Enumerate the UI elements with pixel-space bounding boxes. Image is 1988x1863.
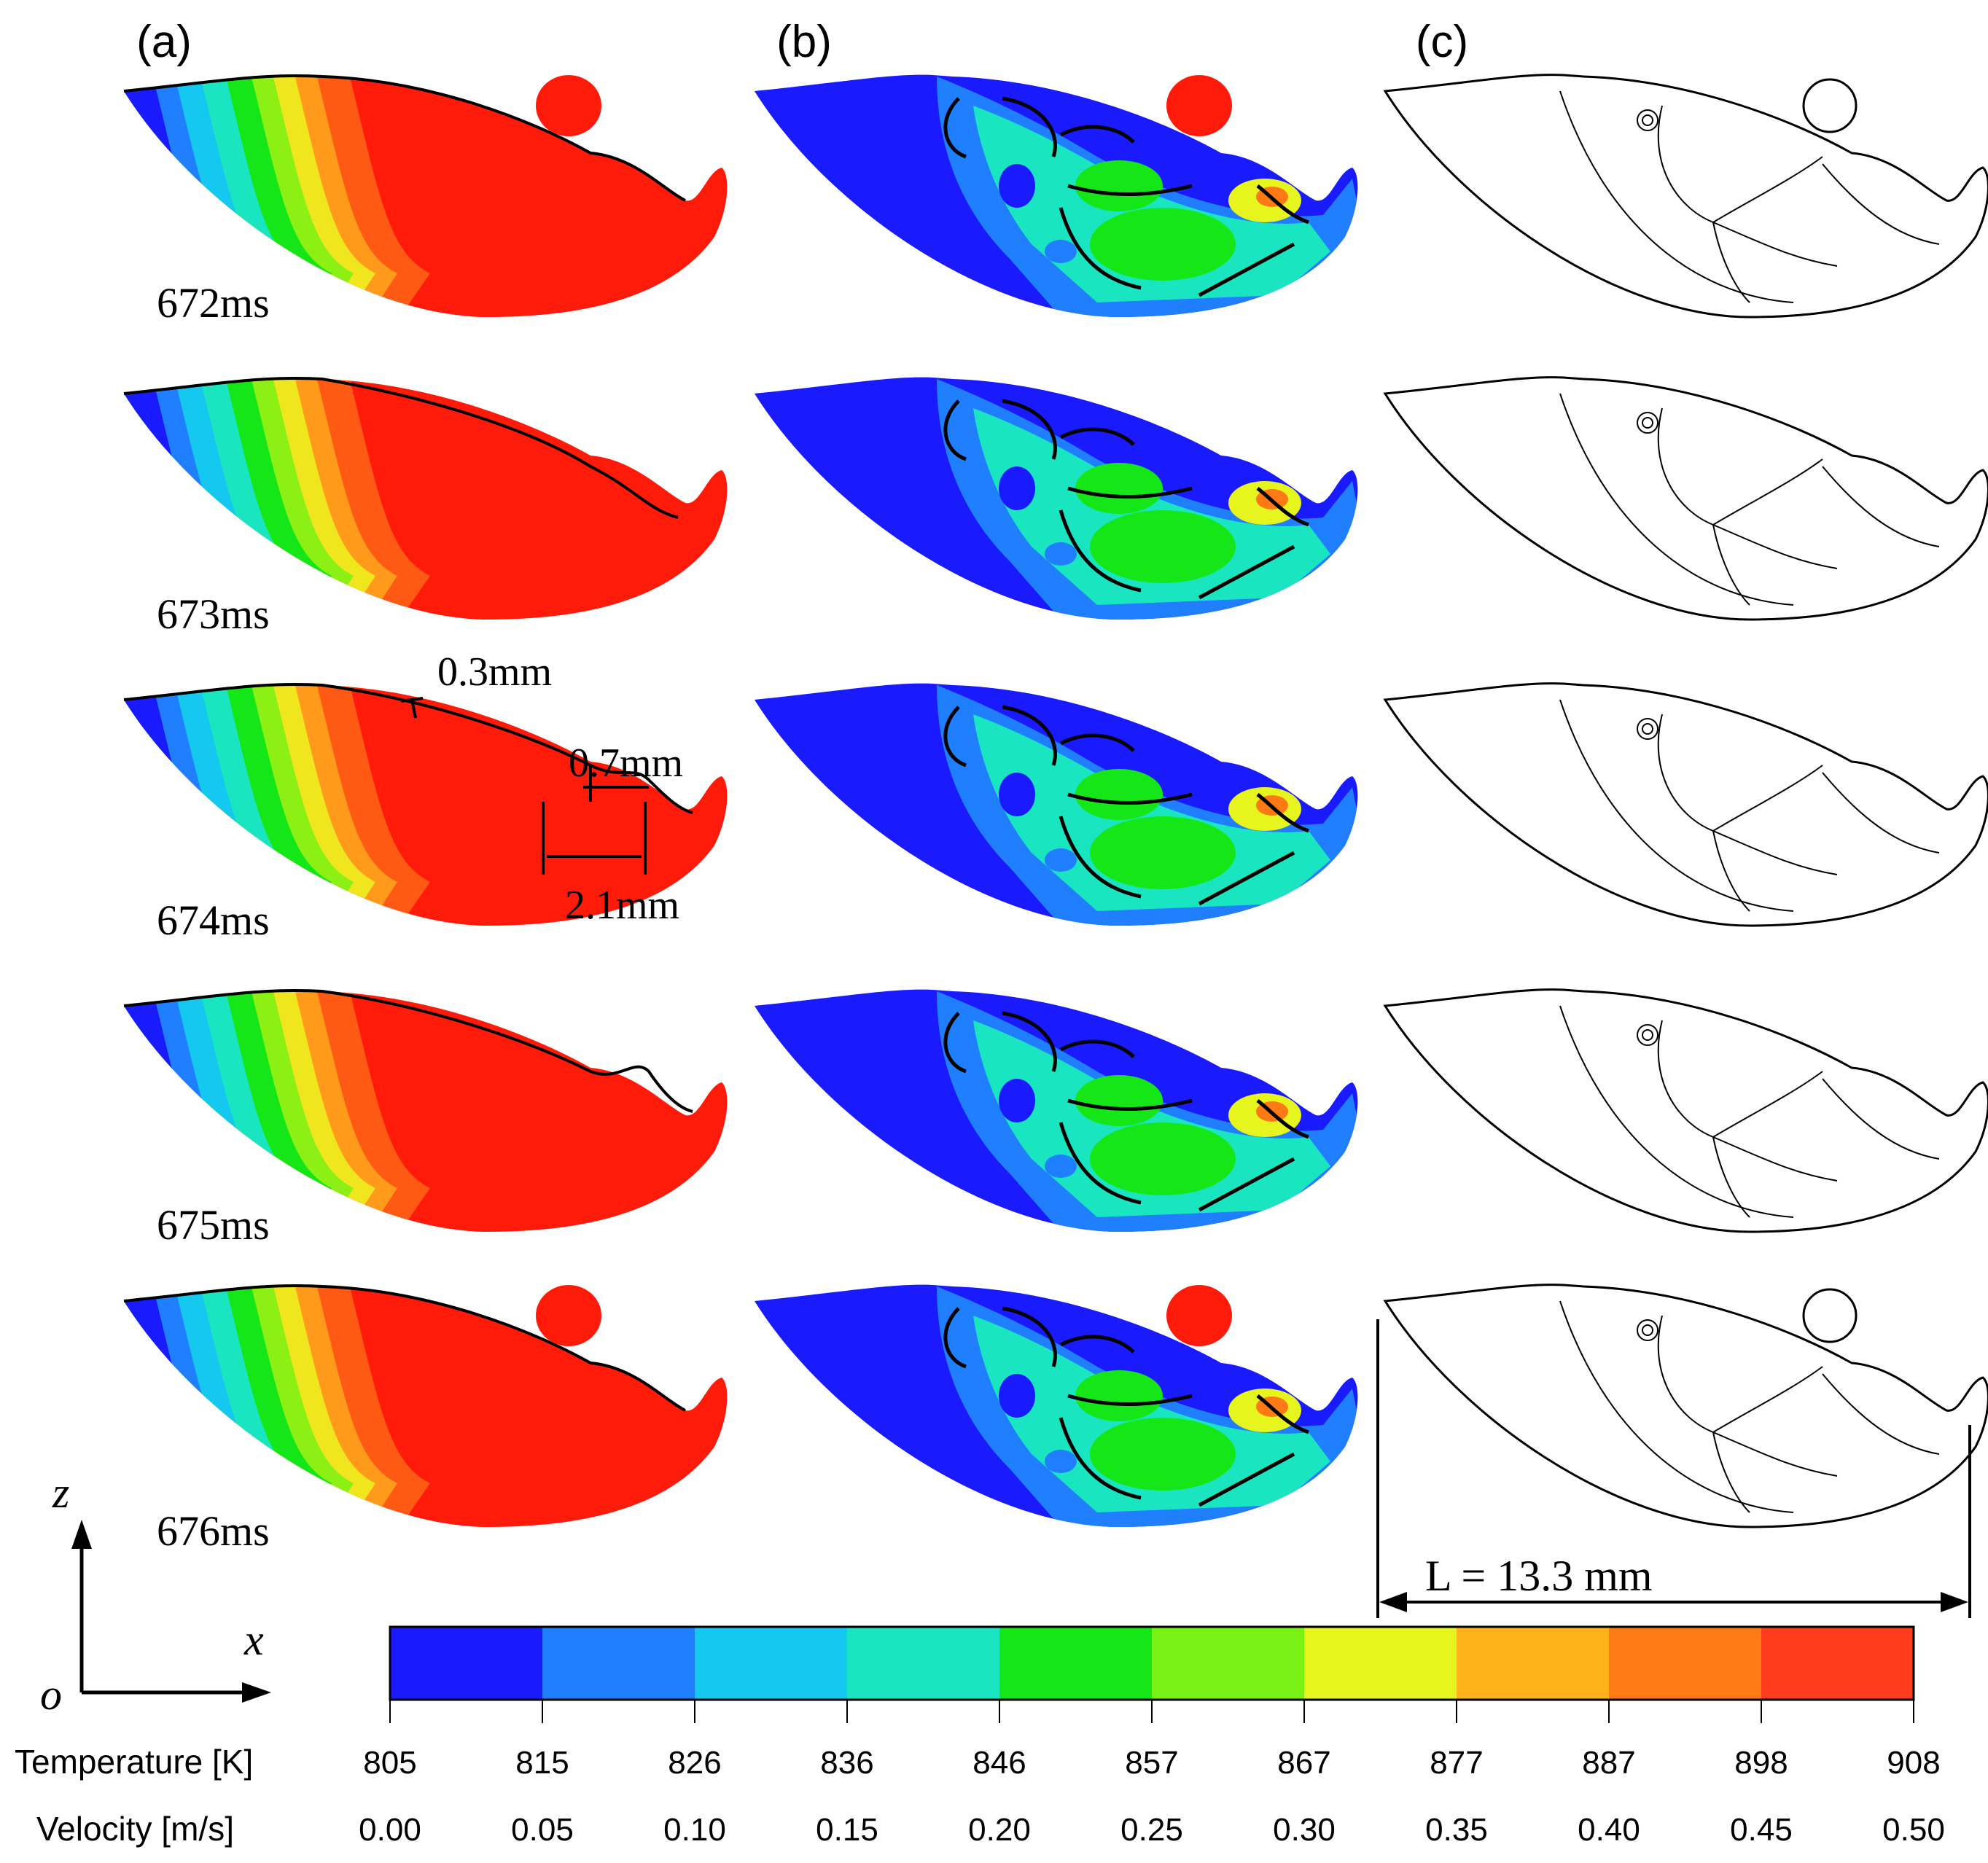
- panel-label-b: (b): [776, 17, 832, 67]
- x-axis-label: x: [243, 1616, 264, 1664]
- surface-profile-a5: [123, 1284, 686, 1412]
- row-672ms: [123, 74, 1988, 319]
- colorbar-segment: [390, 1627, 543, 1700]
- surface-profile-a2: [123, 376, 679, 519]
- length-label: L = 13.3 mm: [1425, 1552, 1653, 1600]
- vector-pool-c3: [1384, 682, 1988, 927]
- row-675ms: [123, 988, 1988, 1233]
- colorbar-segment: [542, 1627, 695, 1700]
- velocity-tick-label: 0.45: [1730, 1812, 1793, 1848]
- droplet-c1: [1802, 78, 1858, 133]
- velocity-pool-b1: [755, 74, 1358, 317]
- origin-label: o: [40, 1671, 62, 1719]
- temperature-tick-label: 805: [363, 1745, 416, 1781]
- velocity-tick-label: 0.10: [663, 1812, 726, 1848]
- temperature-ticks: 805 815 826 836 846 857 867 877 887 898 908: [363, 1700, 1941, 1781]
- length-dimension: [1376, 1319, 1971, 1618]
- droplet-c5: [1802, 1288, 1858, 1343]
- droplet-a1: [536, 75, 601, 136]
- temperature-tick-label: 815: [515, 1745, 569, 1781]
- colorbar-segment: [1457, 1627, 1610, 1700]
- temperature-tick-label: 846: [972, 1745, 1026, 1781]
- vector-pool-c1: [1384, 74, 1988, 319]
- row-676ms: [123, 1284, 1988, 1528]
- width-label: 2.1mm: [565, 883, 679, 928]
- velocity-label: Velocity [m/s]: [36, 1810, 234, 1848]
- temperature-tick-label: 826: [668, 1745, 721, 1781]
- temperature-tick-label: 857: [1125, 1745, 1178, 1781]
- velocity-ticks: 0.00 0.05 0.10 0.15 0.20 0.25 0.30 0.35 0.40 0.45…: [359, 1812, 1945, 1848]
- velocity-pool-b4: [755, 989, 1358, 1232]
- velocity-tick-label: 0.30: [1273, 1812, 1336, 1848]
- velocity-pool-b5: [755, 1284, 1358, 1527]
- dimension-marks-a3: [400, 697, 649, 875]
- colorbar-segment: [1304, 1627, 1457, 1700]
- temperature-tick-label: 877: [1430, 1745, 1483, 1781]
- coordinate-axes: [71, 1520, 271, 1703]
- temperature-tick-label: 898: [1734, 1745, 1788, 1781]
- velocity-tick-label: 0.40: [1578, 1812, 1640, 1848]
- velocity-tick-label: 0.00: [359, 1812, 421, 1848]
- temperature-tick-label: 887: [1582, 1745, 1635, 1781]
- depth-label-small: 0.3mm: [437, 649, 552, 695]
- droplet-a5: [536, 1285, 601, 1346]
- velocity-tick-label: 0.25: [1120, 1812, 1183, 1848]
- temperature-tick-label: 836: [820, 1745, 873, 1781]
- colorbar: [390, 1627, 1914, 1700]
- z-axis-label: z: [52, 1469, 69, 1517]
- velocity-pool-b3: [755, 683, 1358, 926]
- colorbar-segment: [999, 1627, 1153, 1700]
- time-label-673: 673ms: [157, 590, 270, 638]
- vector-pool-c4: [1384, 988, 1988, 1233]
- time-label-674: 674ms: [157, 897, 270, 944]
- droplet-b5: [1166, 1285, 1232, 1346]
- colorbar-segment: [847, 1627, 1000, 1700]
- velocity-tick-label: 0.35: [1425, 1812, 1488, 1848]
- velocity-tick-label: 0.50: [1882, 1812, 1945, 1848]
- surface-profile-a1: [123, 74, 686, 202]
- row-674ms: 0.3mm 0.7mm 2.1mm: [123, 649, 1988, 928]
- surface-profile-a4: [123, 988, 693, 1113]
- velocity-tick-label: 0.05: [511, 1812, 574, 1848]
- temperature-tick-label: 867: [1277, 1745, 1330, 1781]
- row-673ms: [123, 376, 1988, 621]
- droplet-b1: [1166, 75, 1232, 136]
- velocity-tick-label: 0.15: [816, 1812, 878, 1848]
- depth-label-large: 0.7mm: [569, 741, 683, 786]
- time-label-676: 676ms: [157, 1507, 270, 1555]
- colorbar-segment: [1152, 1627, 1305, 1700]
- velocity-tick-label: 0.20: [968, 1812, 1031, 1848]
- velocity-pool-b2: [755, 377, 1358, 620]
- temperature-tick-label: 908: [1887, 1745, 1940, 1781]
- time-label-675: 675ms: [157, 1201, 270, 1249]
- temperature-label: Temperature [K]: [15, 1743, 253, 1781]
- vector-pool-c2: [1384, 376, 1988, 621]
- colorbar-segment: [1761, 1627, 1914, 1700]
- panel-label-a: (a): [136, 17, 192, 67]
- colorbar-segment: [1609, 1627, 1762, 1700]
- vector-pool-c5: [1384, 1284, 1988, 1528]
- colorbar-segment: [695, 1627, 848, 1700]
- time-label-672: 672ms: [157, 279, 270, 327]
- surface-profile-a3: [123, 682, 693, 814]
- panel-label-c: (c): [1416, 17, 1468, 67]
